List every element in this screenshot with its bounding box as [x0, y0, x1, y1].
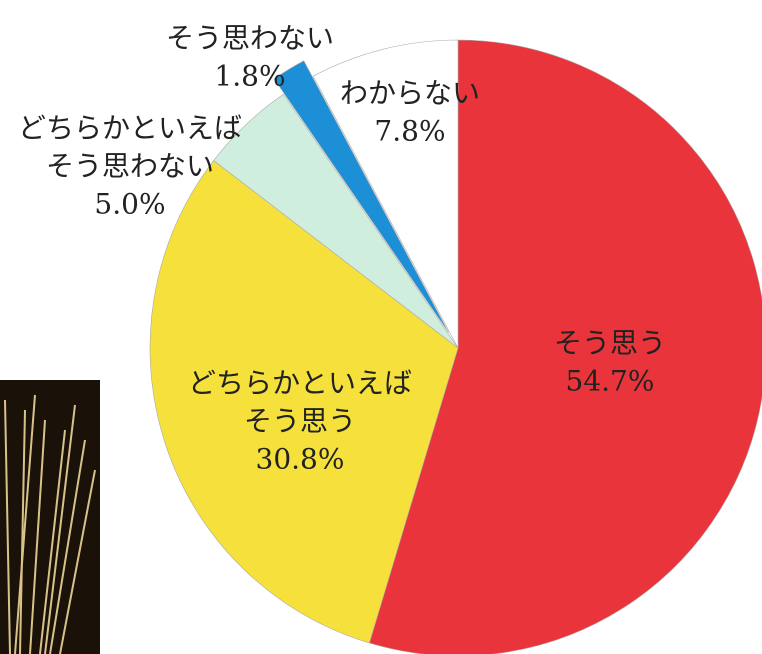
pie-slice	[312, 39, 459, 349]
pie-slice	[213, 93, 459, 349]
slice-label: そう思う	[244, 405, 356, 438]
slice-label: そう思う	[554, 327, 666, 360]
slice-label: どちらかといえば	[188, 367, 412, 400]
value-label: 30.8%	[256, 443, 345, 476]
value-label: 7.8%	[374, 115, 445, 148]
slice-label: そう思わない	[166, 22, 334, 55]
pie-slice	[368, 39, 762, 654]
slice-label: どちらかといえば	[18, 112, 242, 145]
value-label: 5.0%	[94, 188, 165, 221]
value-label: 1.8%	[214, 60, 285, 93]
pie-slice	[149, 160, 459, 644]
slice-label: わからない	[340, 77, 480, 110]
pie-slice	[273, 60, 449, 333]
value-label: 54.7%	[566, 365, 655, 398]
fireworks-photo	[0, 380, 100, 654]
slice-label: そう思わない	[46, 150, 214, 183]
